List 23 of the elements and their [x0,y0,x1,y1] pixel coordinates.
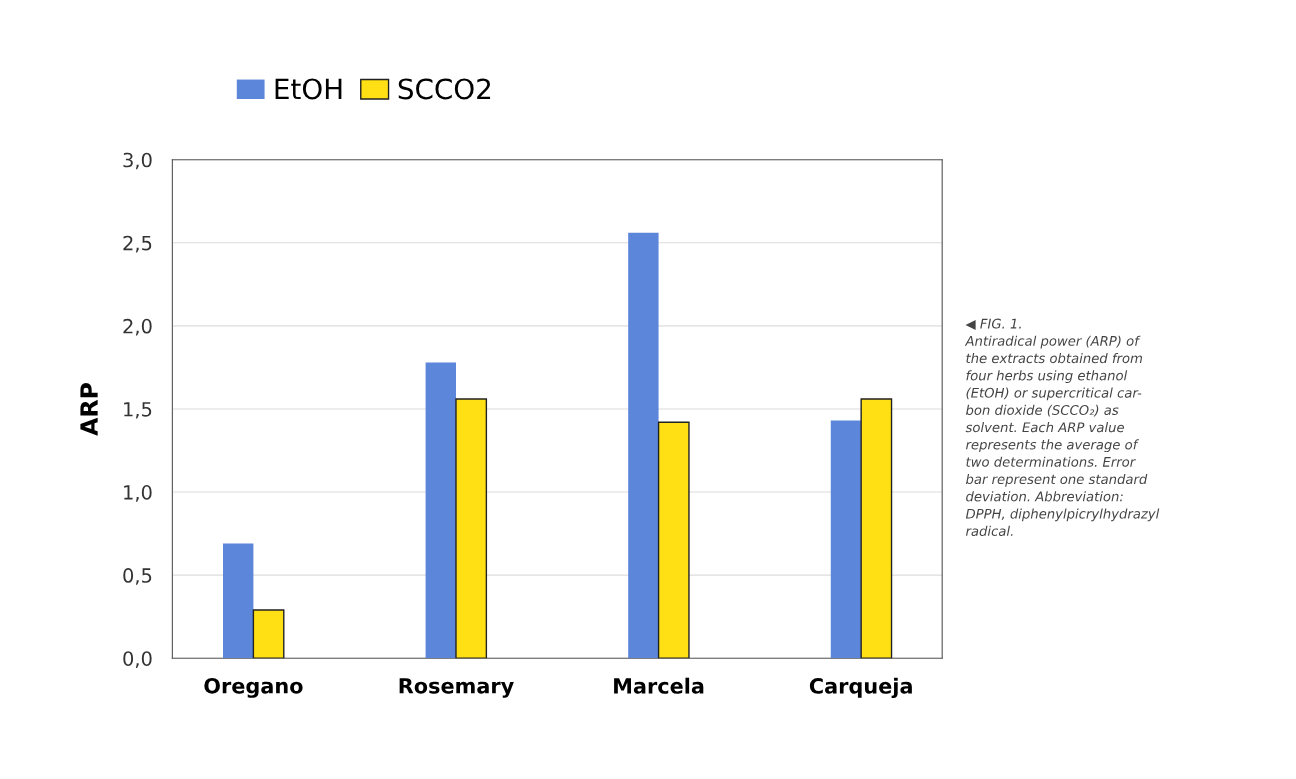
legend-label: SCCO2 [398,78,491,100]
bar [830,420,862,659]
x-tick-label: Carqueja [809,677,912,699]
x-tick-label: Rosemary [399,678,514,698]
legend-label: EtOH [275,78,342,100]
x-tick-label: Oregano [204,677,303,698]
bar [455,398,488,659]
bar [860,398,893,659]
bar [425,362,456,659]
y-tick-label: 2,0 [123,318,152,336]
y-tick-label: 0,5 [123,568,152,585]
bar [223,543,254,659]
y-tick-label: 1,5 [124,402,152,419]
bar [657,421,690,659]
bar [628,232,659,659]
text: ◀ FIG. 1. Antiradical power (ARP) of the extracts obtained from four herbs using ethanol (EtOH) or supercritical car- bon dioxide (SCCO₂) as solvent. Each ARP value represents the average of two determinations. Error bar represent one standard deviation. Abbreviation: DPPH, diphenylpicrylhydrazyl radical. [964,318,1160,536]
y-tick-label: 1,0 [124,485,152,502]
x-tick-label: Marcela [614,677,704,694]
y-axis-title: ARP [80,383,98,436]
bar [252,609,285,659]
y-tick-label: 2,5 [123,235,152,253]
y-tick-label: 3,0 [123,152,152,170]
y-tick-label: 0,0 [123,651,152,668]
